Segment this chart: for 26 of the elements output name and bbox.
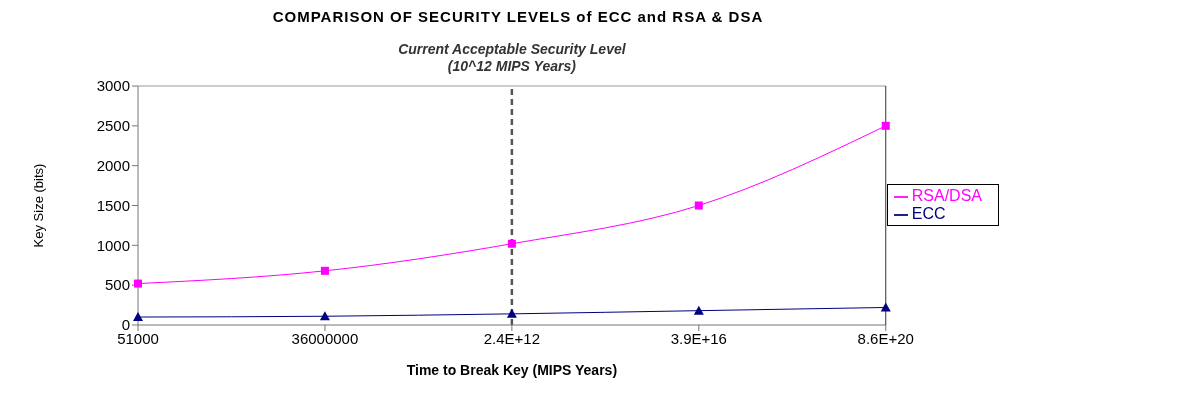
point [694,201,703,210]
x-tick-label: 2.4E+12 [483,329,541,347]
y-tick-label: 2500 [96,117,130,135]
y-tick-label: 1000 [96,236,130,254]
point [507,239,516,248]
y-tick-label: 500 [104,276,130,294]
x-tick-label: 36000000 [291,329,359,347]
legend-label: ECC [911,205,946,222]
y-tick-label: 3000 [96,77,130,95]
legend-label: RSA/DSA [911,187,982,204]
y-tick-label: 2000 [96,156,130,174]
x-tick-label: 3.9E+16 [670,329,727,347]
point [693,305,704,315]
point [880,302,891,312]
point [881,121,890,130]
x-axis-title: Time to Break Key (MIPS Years) [406,362,618,378]
ref-line-label: Current Acceptable Security Level (10^12 MIPS Years) [398,41,627,74]
x-tick-label: 8.6E+20 [857,329,914,347]
y-axis-title: Key Size (bits) [30,163,46,248]
point [319,311,330,321]
point [320,266,329,275]
point [506,308,517,318]
point [133,312,143,322]
point [134,279,142,288]
y-tick-label: 1500 [96,196,130,214]
chart-title: COMPARISON OF SECURITY LEVELS of ECC and RSA & DSA [271,8,765,25]
